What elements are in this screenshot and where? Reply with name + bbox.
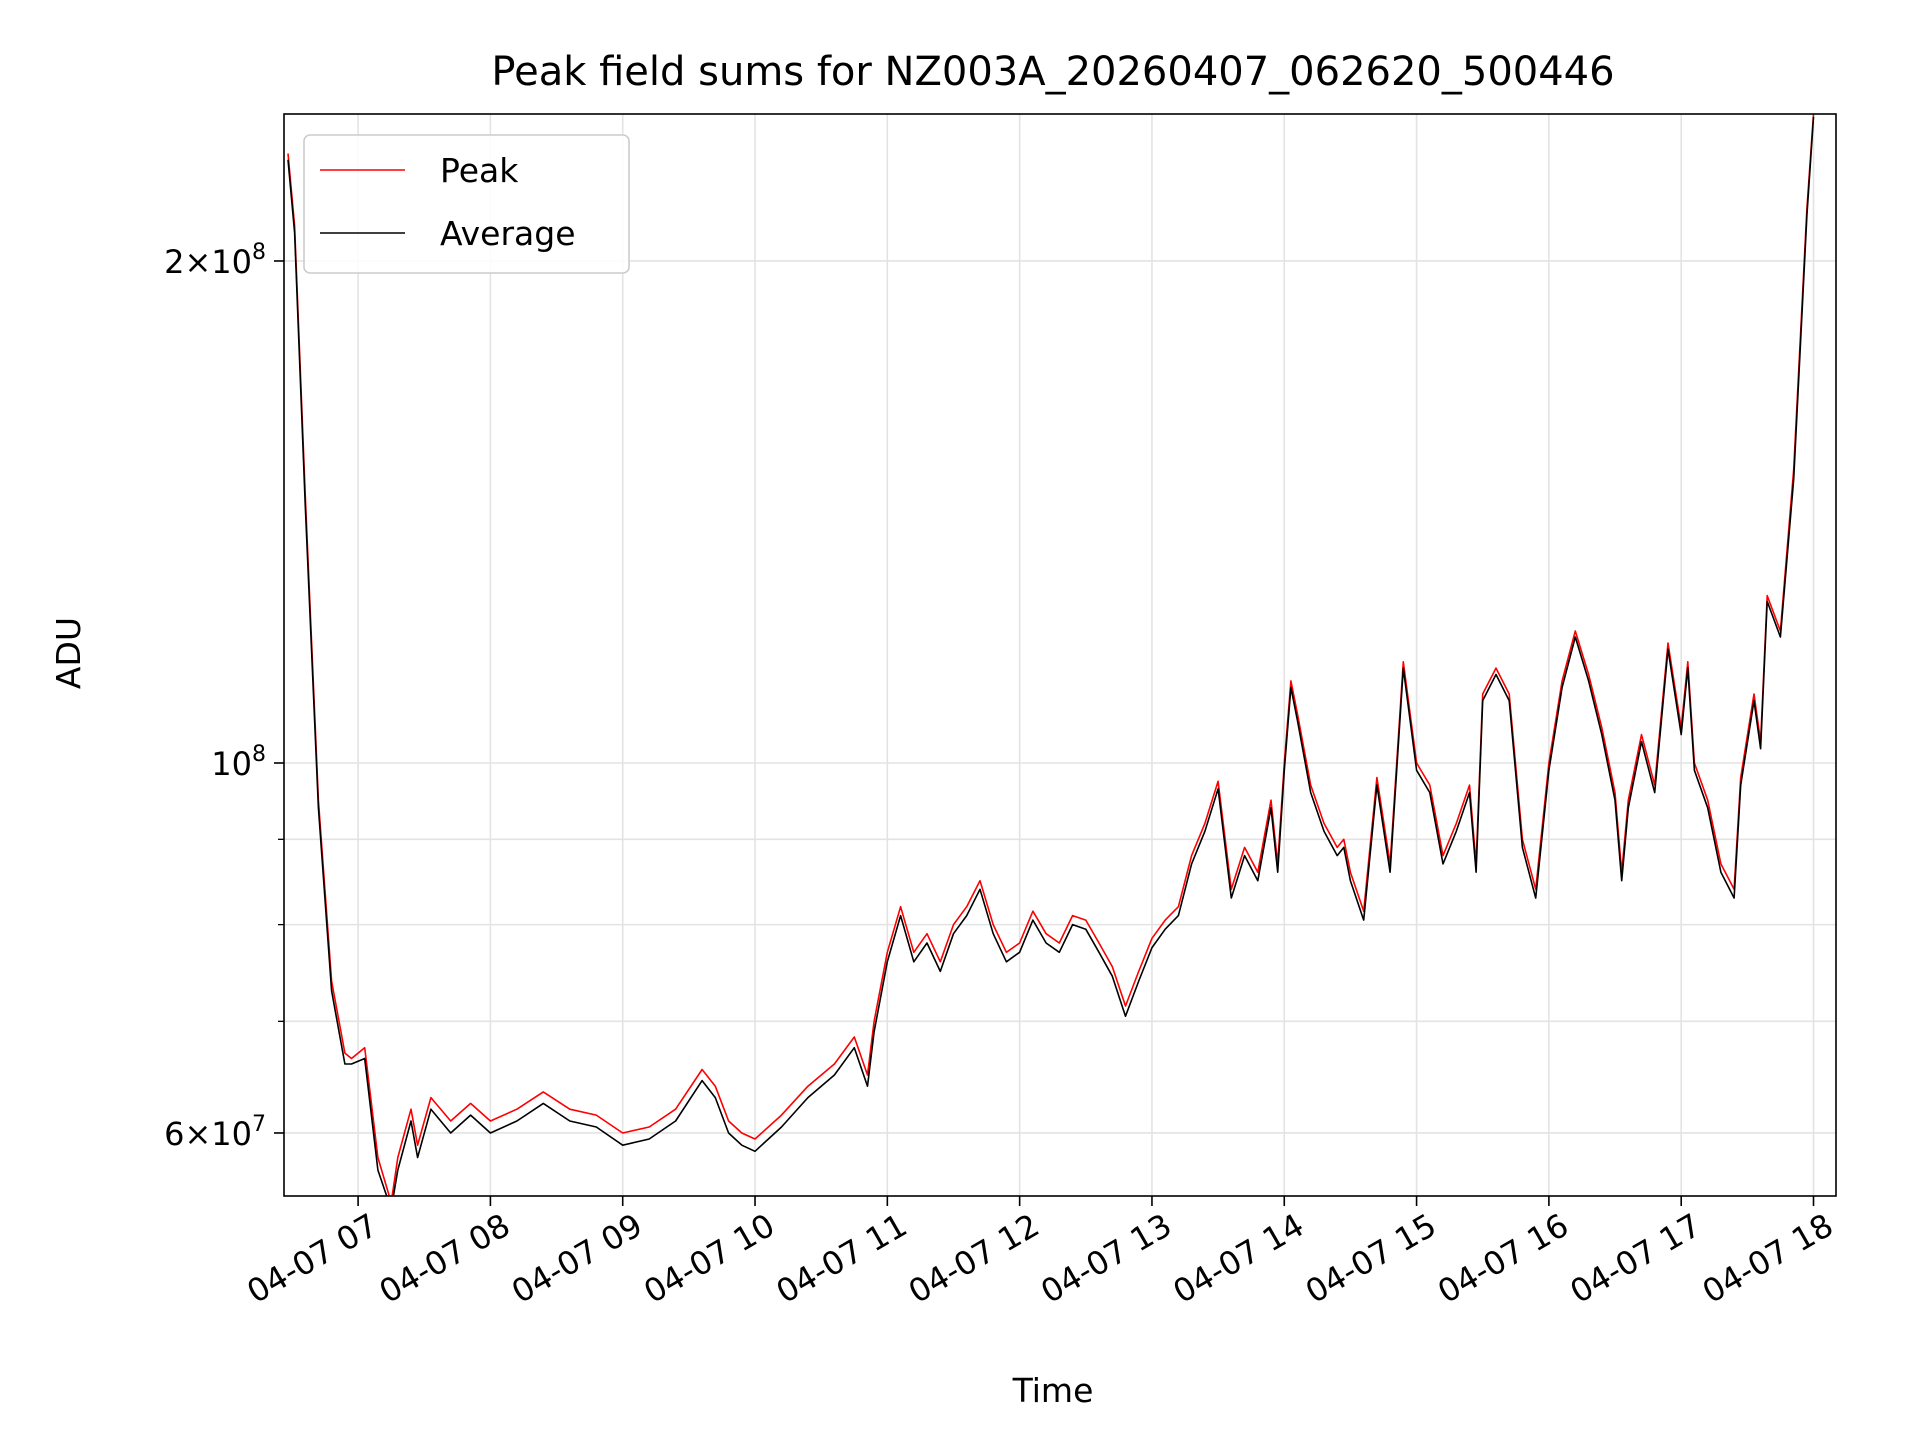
x-axis-label: Time <box>1012 1371 1094 1410</box>
plot-frame <box>283 113 1837 1197</box>
legend: Peak Average <box>303 134 630 274</box>
y-tick-label: 2×108 <box>164 240 266 281</box>
y-axis-label: ADU <box>49 617 88 689</box>
grid-lines <box>284 114 1836 1196</box>
chart-title: Peak field sums for NZ003A_20260407_0626… <box>491 49 1614 95</box>
series-line-average <box>287 116 1815 1196</box>
legend-peak-label: Peak <box>440 151 519 190</box>
y-tick-label: 6×107 <box>164 1112 266 1153</box>
legend-average-label: Average <box>440 214 576 253</box>
axis-ticks <box>274 260 1815 1206</box>
y-tick-label: 108 <box>211 742 266 783</box>
series-lines <box>287 114 1815 1196</box>
